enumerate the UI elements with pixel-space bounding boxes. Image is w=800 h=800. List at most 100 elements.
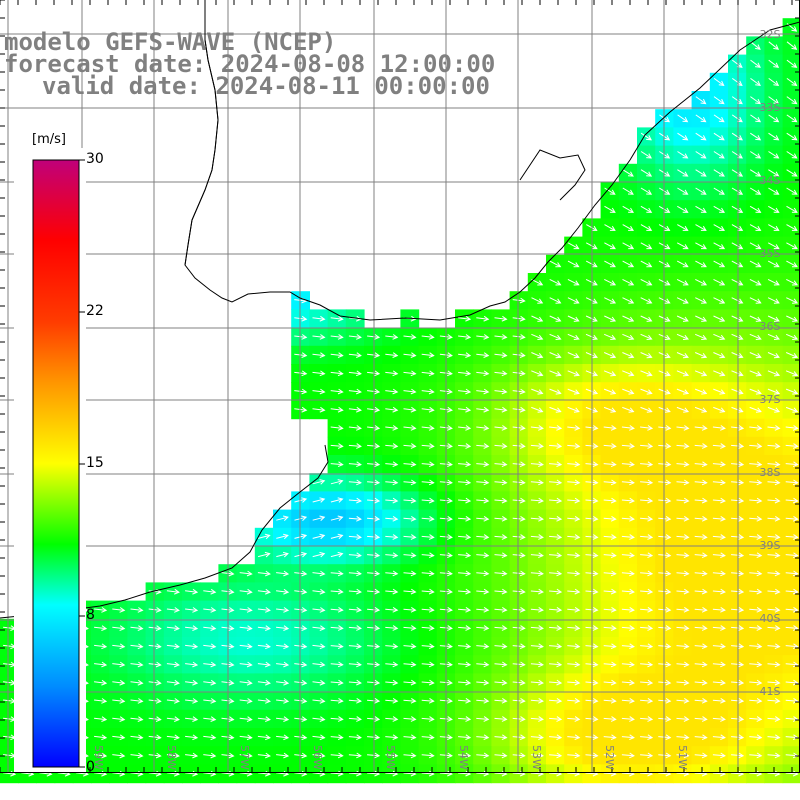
wind-arrow: [312, 716, 326, 722]
wind-arrow: [549, 370, 562, 377]
wind-arrow: [476, 515, 490, 522]
wind-arrow: [640, 260, 653, 268]
wind-arrow: [712, 625, 726, 631]
wind-arrow: [676, 315, 689, 322]
wind-arrow: [695, 96, 707, 105]
latitude-labels: 32S 33S 34S 35S 36S 37S 38S 39S 40S 41S: [760, 28, 781, 698]
wind-arrow: [530, 570, 544, 577]
wind-arrow: [494, 552, 508, 559]
wind-arrow: [367, 388, 381, 395]
wind-arrow: [713, 77, 725, 87]
wind-arrow: [385, 370, 399, 377]
wind-arrow: [312, 643, 326, 650]
wind-arrow: [694, 570, 708, 577]
wind-arrow: [421, 570, 435, 577]
wind-arrow: [112, 679, 126, 686]
wind-arrow: [621, 661, 635, 668]
wind-arrow: [749, 242, 762, 250]
wind-arrow: [530, 716, 544, 722]
wind-arrow: [185, 716, 199, 722]
wind-arrow: [786, 151, 798, 159]
wind-arrow: [621, 752, 635, 759]
wind-arrow: [768, 151, 780, 159]
wind-arrow: [257, 551, 271, 558]
wind-arrow: [531, 388, 544, 395]
wind-arrow: [621, 643, 635, 650]
wind-arrow: [166, 698, 180, 704]
wind-arrow: [785, 388, 799, 395]
wind-arrow: [385, 570, 399, 577]
wind-arrow: [330, 752, 344, 759]
lon-label: 56W: [311, 745, 324, 770]
wind-arrow: [640, 697, 654, 704]
wind-arrow: [348, 752, 362, 759]
wind-arrow: [786, 41, 798, 50]
wind-arrow: [713, 151, 725, 159]
wind-arrow: [458, 697, 472, 704]
wind-arrow: [621, 625, 635, 631]
wind-arrow: [330, 551, 344, 558]
wind-arrow: [749, 443, 763, 449]
wind-arrow: [367, 716, 381, 722]
wind-arrow: [676, 679, 690, 686]
wind-arrow: [348, 625, 362, 631]
wind-arrow: [549, 278, 562, 286]
wind-arrow: [403, 552, 417, 559]
wind-arrow: [640, 716, 654, 722]
wind-arrow: [767, 461, 781, 468]
wind-arrow: [749, 260, 762, 268]
wind-arrow: [530, 752, 544, 759]
wind-arrow: [476, 661, 490, 668]
wind-arrow: [403, 661, 417, 668]
wind-arrow: [767, 515, 781, 522]
wind-arrow: [603, 570, 617, 577]
lon-label: 55W: [384, 745, 397, 770]
wind-arrow: [421, 697, 435, 704]
wind-arrow: [567, 242, 580, 250]
wind-arrow: [767, 661, 781, 668]
wind-arrow: [512, 334, 526, 340]
wind-arrow: [731, 132, 743, 141]
wind-arrow: [403, 370, 417, 377]
wind-arrow: [694, 588, 708, 595]
wind-arrow: [403, 479, 417, 486]
wind-arrow: [567, 260, 580, 268]
wind-arrow: [531, 315, 544, 322]
wind-arrow: [403, 425, 417, 431]
wind-arrow: [603, 461, 617, 468]
wind-arrow: [567, 734, 581, 741]
wind-arrow: [367, 697, 381, 704]
wind-arrow: [530, 479, 544, 486]
wind-arrow: [622, 169, 634, 177]
wind-arrow: [476, 697, 490, 704]
wind-arrow: [312, 588, 326, 595]
wind-arrow: [676, 443, 690, 449]
wind-arrow: [367, 752, 381, 759]
colorbar-tick-0: 0: [86, 759, 95, 775]
wind-arrow: [421, 734, 435, 741]
wind-arrow: [785, 570, 799, 577]
wind-arrow: [640, 187, 653, 195]
wind-arrow: [731, 205, 744, 213]
wind-arrow: [567, 752, 581, 759]
lon-label: 57W: [238, 745, 251, 770]
wind-arrow: [713, 242, 726, 250]
wind-arrow: [713, 388, 726, 395]
wind-arrow: [476, 461, 490, 468]
wind-arrow: [731, 661, 745, 668]
wind-arrow: [694, 370, 708, 377]
wind-arrow: [530, 606, 544, 613]
wind-arrow: [731, 515, 745, 522]
wind-arrow: [785, 716, 799, 722]
wind-arrow: [640, 534, 654, 540]
wind-arrow: [695, 278, 708, 286]
wind-arrow: [512, 297, 526, 304]
wind-arrow: [330, 643, 344, 650]
wind-arrow: [768, 41, 780, 50]
wind-arrow: [731, 425, 745, 431]
wind-arrow: [712, 661, 726, 668]
wind-arrow: [622, 315, 635, 322]
wind-arrow: [785, 534, 799, 540]
wind-arrow: [767, 388, 781, 395]
wind-arrow: [458, 497, 472, 504]
